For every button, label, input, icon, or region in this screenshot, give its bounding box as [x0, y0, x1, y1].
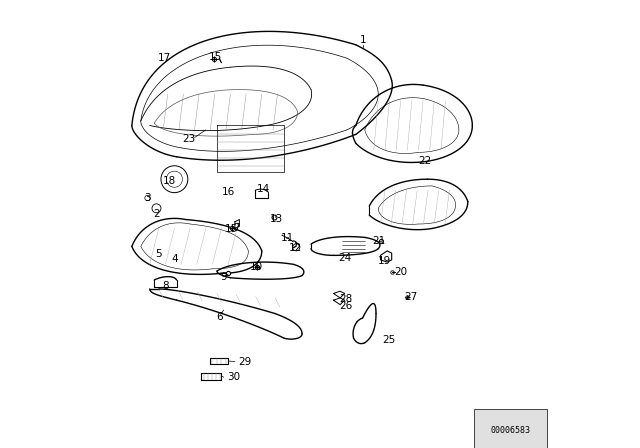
Text: 21: 21 [372, 236, 386, 246]
Text: 00006583: 00006583 [491, 426, 531, 435]
Text: 1: 1 [360, 35, 367, 48]
Text: 14: 14 [257, 184, 271, 194]
Text: 3: 3 [145, 194, 151, 203]
Text: 20: 20 [394, 267, 407, 277]
Text: 19: 19 [378, 256, 390, 266]
Text: 5: 5 [155, 250, 162, 259]
Text: 16: 16 [222, 187, 235, 197]
Text: 24: 24 [338, 254, 351, 263]
Text: 15: 15 [225, 224, 238, 234]
Text: 7: 7 [234, 223, 240, 233]
Text: 9: 9 [221, 272, 227, 282]
Text: 11: 11 [281, 233, 294, 243]
Text: 12: 12 [289, 243, 302, 253]
Text: 23: 23 [182, 134, 196, 144]
Text: 10: 10 [250, 263, 263, 272]
Text: 29: 29 [239, 357, 252, 366]
Text: 28: 28 [339, 294, 353, 304]
Text: 27: 27 [404, 292, 417, 302]
Text: 6: 6 [216, 312, 223, 322]
Text: 25: 25 [382, 335, 395, 345]
Text: 8: 8 [163, 281, 169, 291]
Text: 18: 18 [163, 177, 177, 186]
Text: 4: 4 [172, 254, 178, 264]
Text: 15: 15 [209, 52, 222, 62]
Text: 13: 13 [270, 214, 283, 224]
Text: 17: 17 [157, 53, 171, 63]
Text: 26: 26 [339, 301, 353, 311]
Text: 22: 22 [419, 156, 432, 166]
Text: 30: 30 [227, 372, 240, 382]
Text: 2: 2 [154, 209, 160, 219]
